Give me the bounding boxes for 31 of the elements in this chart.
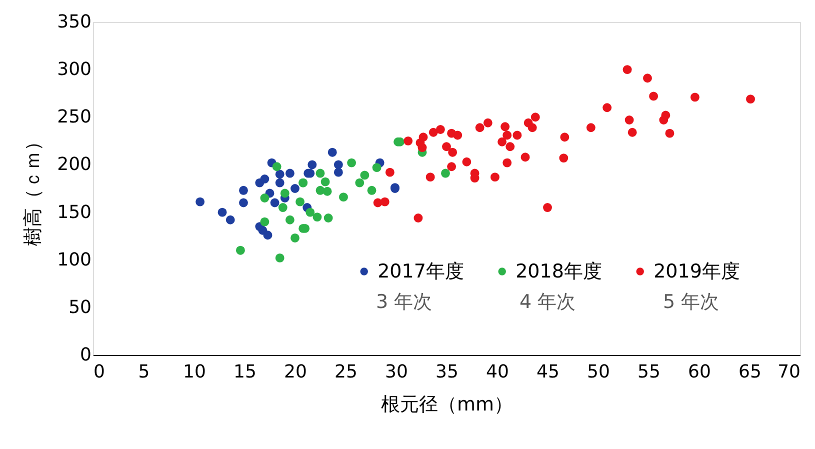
legend-label: 2019年度 (654, 260, 740, 283)
y-tick-label: 50 (68, 296, 92, 318)
x-tick-label: 40 (486, 362, 509, 382)
legend-label: 2017年度 (378, 260, 464, 283)
y-tick-label: 0 (80, 344, 92, 366)
x-tick-label: 5 (138, 362, 150, 382)
x-tick-label: 45 (536, 362, 560, 382)
y-tick-label: 350 (57, 12, 92, 32)
x-tick-label: 0 (94, 362, 105, 382)
x-tick-label: 35 (436, 362, 458, 382)
y-tick-label: 150 (57, 202, 92, 223)
y-tick-label: 100 (57, 249, 92, 270)
y-tick-label: 300 (57, 59, 92, 80)
annotation: 4 年次 (520, 290, 576, 313)
annotation: 3 年次 (376, 290, 432, 313)
x-tick-label: 25 (334, 362, 358, 382)
x-tick-label: 55 (638, 362, 660, 382)
legend-label: 2018年度 (516, 260, 602, 283)
x-tick-label: 70 (778, 362, 800, 382)
y-tick-label: 200 (57, 154, 92, 176)
x-tick-label: 10 (183, 362, 206, 382)
x-tick-label: 30 (385, 362, 408, 382)
x-axis-title: 根元径（mm） (380, 394, 514, 416)
x-tick-label: 50 (587, 362, 610, 382)
x-tick-label: 15 (234, 362, 256, 382)
y-axis-title: 樹高（ｃｍ） (22, 132, 44, 246)
y-tick-label: 250 (57, 106, 92, 128)
x-tick-label: 60 (688, 362, 711, 382)
x-tick-label: 65 (738, 362, 762, 382)
x-tick-label: 20 (284, 362, 307, 382)
annotation: 5 年次 (663, 290, 720, 313)
